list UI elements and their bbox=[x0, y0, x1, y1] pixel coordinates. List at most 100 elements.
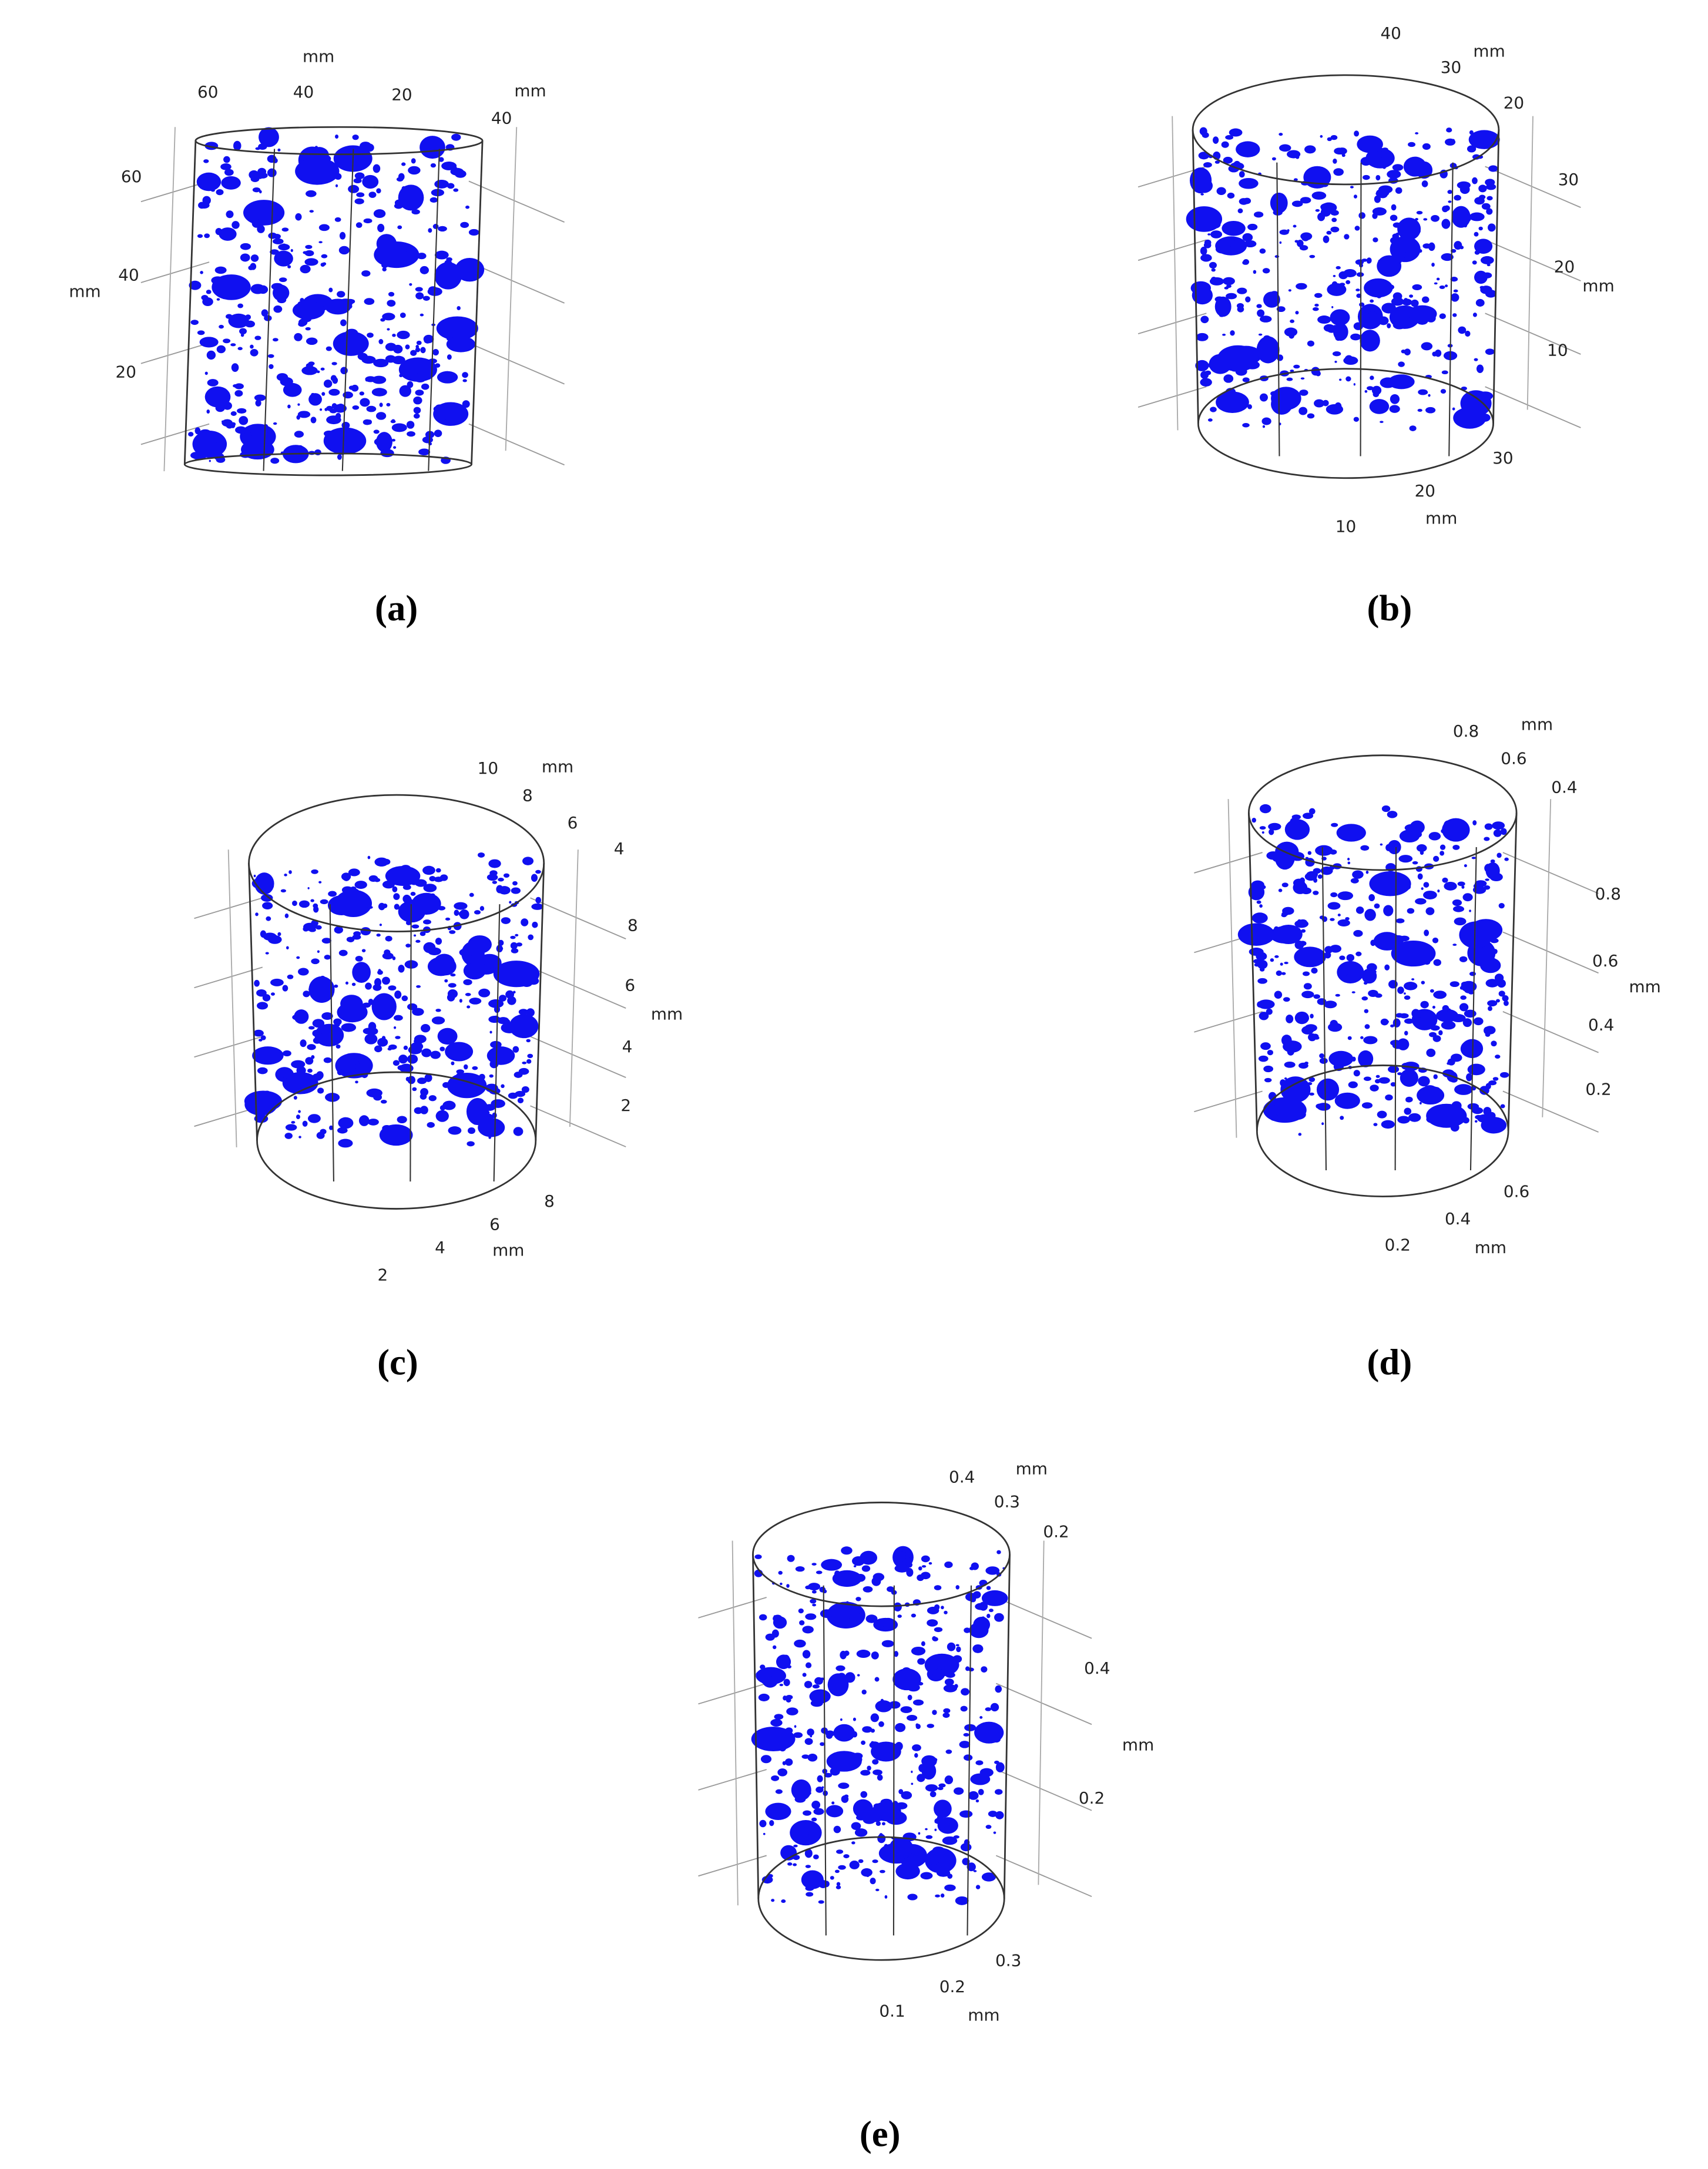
pore bbox=[1271, 394, 1293, 415]
pore bbox=[1200, 254, 1212, 262]
pore bbox=[1486, 196, 1493, 201]
pore bbox=[1431, 214, 1439, 222]
pore bbox=[391, 423, 407, 432]
pore bbox=[881, 1640, 894, 1647]
pore bbox=[1439, 844, 1446, 850]
pore bbox=[392, 886, 398, 892]
pore bbox=[1354, 1100, 1360, 1104]
pore bbox=[1465, 214, 1471, 222]
cylinder-inner-line bbox=[967, 1585, 972, 1936]
pore bbox=[438, 157, 444, 162]
pore bbox=[264, 315, 272, 321]
pore bbox=[351, 384, 359, 392]
cylinder-side bbox=[1248, 812, 1258, 1131]
pore bbox=[318, 881, 322, 884]
axis-tick-label: 0.8 bbox=[1453, 721, 1479, 741]
pore bbox=[388, 291, 395, 297]
pore bbox=[486, 1046, 515, 1065]
pore bbox=[479, 1073, 485, 1080]
pore bbox=[1225, 135, 1234, 140]
axis-tick-label: 0.8 bbox=[1595, 884, 1621, 904]
pore bbox=[355, 955, 363, 962]
pore bbox=[1357, 135, 1383, 153]
pore bbox=[1198, 152, 1210, 160]
pore bbox=[1500, 828, 1507, 835]
pore bbox=[978, 1788, 984, 1795]
pore bbox=[239, 328, 247, 335]
axis-tick-label: 0.2 bbox=[1385, 1235, 1411, 1254]
pore bbox=[843, 1854, 850, 1859]
pore bbox=[361, 270, 371, 277]
pore bbox=[1270, 958, 1274, 962]
pore bbox=[935, 1894, 940, 1898]
pore bbox=[1291, 200, 1303, 207]
pore bbox=[786, 1697, 791, 1703]
pore bbox=[1478, 226, 1483, 231]
pore bbox=[807, 1753, 818, 1762]
pore bbox=[1355, 951, 1362, 956]
pore bbox=[382, 976, 390, 985]
pore bbox=[1294, 940, 1304, 949]
cylinder-side bbox=[183, 140, 197, 465]
pore bbox=[250, 349, 259, 357]
pore bbox=[1360, 1036, 1364, 1039]
pore bbox=[207, 379, 219, 387]
pore bbox=[860, 1770, 871, 1776]
pore bbox=[837, 1673, 845, 1679]
pore bbox=[1314, 293, 1323, 298]
axis-tick-label: mm bbox=[542, 757, 573, 777]
pore bbox=[403, 249, 407, 253]
pore bbox=[428, 228, 432, 233]
pore bbox=[782, 1654, 790, 1663]
pore bbox=[1244, 240, 1257, 248]
pore bbox=[953, 1787, 964, 1795]
pore bbox=[1433, 959, 1441, 966]
pore bbox=[795, 1566, 805, 1572]
pore bbox=[893, 1602, 902, 1611]
pore bbox=[1340, 967, 1349, 976]
pore bbox=[1298, 1088, 1308, 1096]
pore bbox=[371, 388, 387, 397]
pore bbox=[1203, 162, 1212, 168]
pore bbox=[209, 459, 211, 462]
pore bbox=[489, 870, 498, 876]
pore bbox=[1337, 961, 1364, 983]
cylinder-inner-line bbox=[428, 149, 440, 471]
pore bbox=[257, 1067, 268, 1075]
pore bbox=[802, 1626, 814, 1634]
pore bbox=[808, 1583, 821, 1591]
pore bbox=[432, 349, 439, 356]
pore bbox=[316, 395, 318, 398]
pore bbox=[308, 928, 316, 932]
pore bbox=[1316, 1078, 1340, 1101]
pore bbox=[872, 1859, 878, 1864]
pore bbox=[1228, 238, 1236, 247]
pore bbox=[284, 913, 289, 918]
pore bbox=[1432, 1035, 1441, 1042]
pore bbox=[382, 952, 394, 960]
pore bbox=[1375, 174, 1381, 181]
pore bbox=[354, 881, 367, 889]
axis-tick-label: 0.4 bbox=[1084, 1658, 1110, 1678]
pore bbox=[1484, 837, 1490, 841]
pore bbox=[376, 188, 381, 194]
pore bbox=[1390, 214, 1398, 221]
pore bbox=[1293, 881, 1308, 894]
pore bbox=[1399, 1013, 1409, 1019]
pore bbox=[943, 1684, 958, 1693]
pore bbox=[1367, 261, 1371, 264]
pore bbox=[373, 429, 380, 434]
pore bbox=[895, 1863, 920, 1880]
pore bbox=[853, 1799, 873, 1818]
pore bbox=[1454, 194, 1461, 201]
pore bbox=[861, 1565, 871, 1572]
cylinder-side bbox=[248, 863, 258, 1141]
pore bbox=[1370, 969, 1377, 974]
pore bbox=[1254, 211, 1264, 218]
pore bbox=[814, 1677, 823, 1685]
axis-tick-label: mm bbox=[968, 2006, 999, 2025]
pore bbox=[901, 1791, 912, 1799]
pore bbox=[1347, 858, 1350, 861]
pore bbox=[1337, 831, 1345, 839]
pore bbox=[198, 202, 206, 209]
